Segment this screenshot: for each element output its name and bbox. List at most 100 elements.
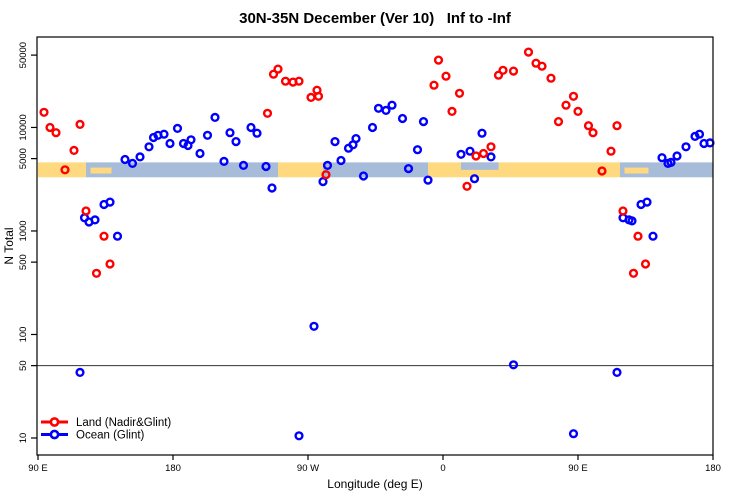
data-point — [648, 231, 658, 241]
data-point — [478, 148, 489, 159]
data-point — [309, 321, 319, 331]
data-point — [612, 121, 622, 131]
x-tick-label: 180 — [705, 463, 721, 474]
data-point — [523, 47, 534, 57]
data-point — [273, 64, 283, 74]
data-point — [367, 122, 378, 133]
data-point — [75, 367, 85, 378]
data-point — [81, 206, 91, 216]
strip-patch-land — [624, 167, 649, 174]
data-point — [195, 148, 205, 159]
data-point — [588, 128, 598, 138]
data-point — [493, 70, 504, 80]
data-point — [306, 92, 316, 103]
data-point — [336, 155, 346, 166]
legend-marker-ocean — [49, 429, 60, 440]
data-point — [75, 119, 85, 130]
data-point — [412, 145, 423, 155]
data-point — [246, 122, 256, 133]
data-point — [441, 71, 451, 81]
data-point — [403, 164, 414, 174]
data-point — [546, 73, 556, 83]
chart-title: 30N-35N December (Ver 10) Inf to -Inf — [239, 10, 512, 27]
data-point — [433, 55, 444, 65]
data-point — [681, 142, 691, 152]
data-point — [202, 130, 213, 140]
y-axis-title: N Total — [2, 227, 16, 264]
data-point — [45, 122, 55, 133]
data-point — [105, 197, 115, 207]
data-point — [351, 134, 361, 144]
x-tick-label: 180 — [165, 463, 181, 474]
data-point — [69, 145, 79, 156]
strip-segment-ocean — [86, 162, 278, 178]
data-point — [105, 259, 115, 269]
data-point — [294, 76, 304, 86]
data-point — [294, 431, 304, 441]
data-point — [231, 137, 241, 147]
legend-label: Land (Nadir&Glint) — [76, 417, 171, 429]
data-point — [99, 231, 109, 241]
data-point — [633, 231, 643, 241]
strip-segment-land — [278, 162, 323, 178]
x-tick-label: 90 E — [568, 463, 588, 474]
data-point — [553, 116, 564, 127]
data-point — [486, 152, 496, 162]
data-point — [618, 206, 628, 216]
data-point — [261, 161, 271, 172]
data-point — [91, 268, 102, 278]
legend-label: Ocean (Glint) — [76, 430, 145, 442]
data-point — [186, 135, 196, 145]
y-tick-label: 50000 — [18, 42, 29, 68]
y-tick-label: 10000 — [18, 114, 29, 140]
data-point — [318, 177, 328, 187]
y-tick-label: 50 — [18, 360, 29, 371]
x-axis-title: Longitude (deg E) — [327, 477, 422, 491]
data-point — [373, 103, 384, 113]
data-point — [568, 91, 579, 101]
data-point — [672, 151, 682, 161]
data-point — [51, 128, 61, 138]
data-point — [454, 88, 465, 98]
data-point — [642, 197, 652, 207]
data-point — [628, 268, 639, 278]
data-point — [418, 116, 429, 127]
data-point — [423, 175, 433, 185]
x-tick-label: 90 E — [28, 463, 48, 474]
data-point — [238, 160, 249, 171]
data-point — [322, 160, 333, 171]
data-point — [387, 100, 397, 110]
data-point — [268, 69, 279, 79]
y-tick-label: 5000 — [18, 148, 29, 169]
strip-segment-ocean — [323, 162, 428, 178]
data-point — [612, 367, 622, 378]
y-axis-ticks: 10 50 100 500 1000 5000 10000 50000 — [18, 42, 37, 443]
x-axis-ticks: 90 E 180 90 W 0 90 E 180 — [28, 455, 721, 474]
y-tick-label: 10 — [18, 433, 29, 444]
data-point — [456, 149, 466, 159]
strip-segment-ocean — [620, 162, 713, 178]
data-point — [666, 157, 676, 168]
data-point — [583, 121, 594, 131]
data-point — [486, 142, 496, 152]
y-tick-label: 500 — [18, 254, 29, 270]
data-point — [135, 152, 145, 162]
data-point — [462, 181, 472, 191]
data-point — [127, 158, 138, 169]
strip-segment-land — [428, 162, 620, 178]
data-point — [471, 151, 481, 161]
data-point — [537, 61, 547, 71]
data-point — [640, 259, 651, 269]
data-point — [508, 66, 519, 76]
data-point — [597, 166, 607, 176]
legend-marker-land — [49, 417, 60, 427]
data-point — [705, 138, 715, 148]
data-point — [159, 129, 169, 139]
data-point — [39, 107, 49, 117]
data-point — [219, 156, 229, 167]
surface-strip-band — [38, 162, 713, 178]
data-point — [573, 106, 583, 117]
data-point — [508, 360, 519, 370]
